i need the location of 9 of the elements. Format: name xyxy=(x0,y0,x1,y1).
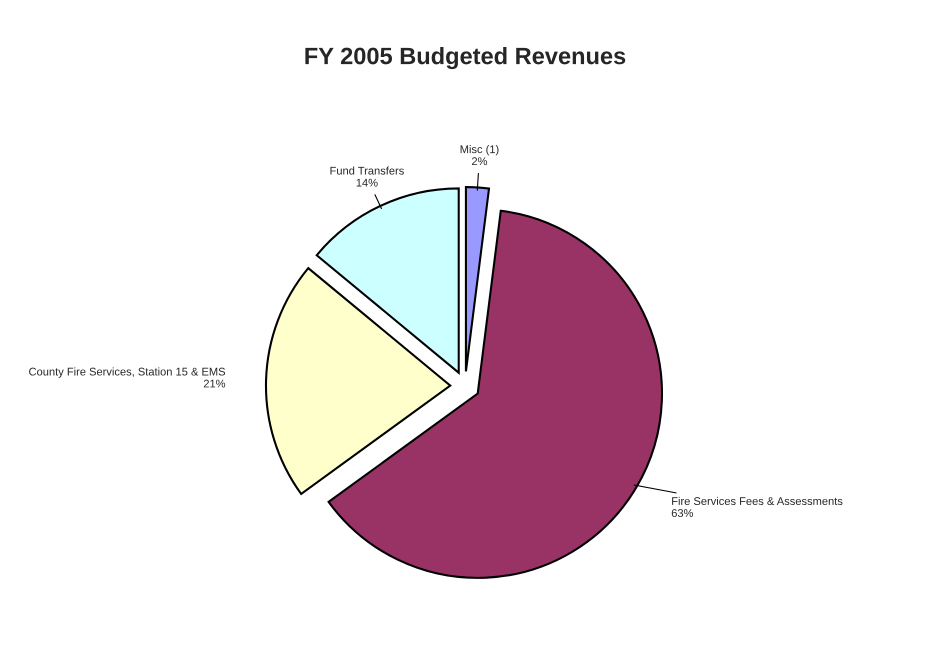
chart-title: FY 2005 Budgeted Revenues xyxy=(305,46,626,70)
slice-label: Fund Transfers xyxy=(330,166,404,175)
slice-label: County Fire Services, Station 15 & EMS xyxy=(29,367,226,378)
data-label: 2% xyxy=(472,157,488,166)
data-label: 14% xyxy=(356,178,378,187)
slice-label: Fire Services Fees & Assessments xyxy=(672,496,842,506)
slice-label: Misc (1) xyxy=(460,145,499,156)
data-label: 63% xyxy=(672,509,694,517)
data-label: 21% xyxy=(204,380,226,388)
